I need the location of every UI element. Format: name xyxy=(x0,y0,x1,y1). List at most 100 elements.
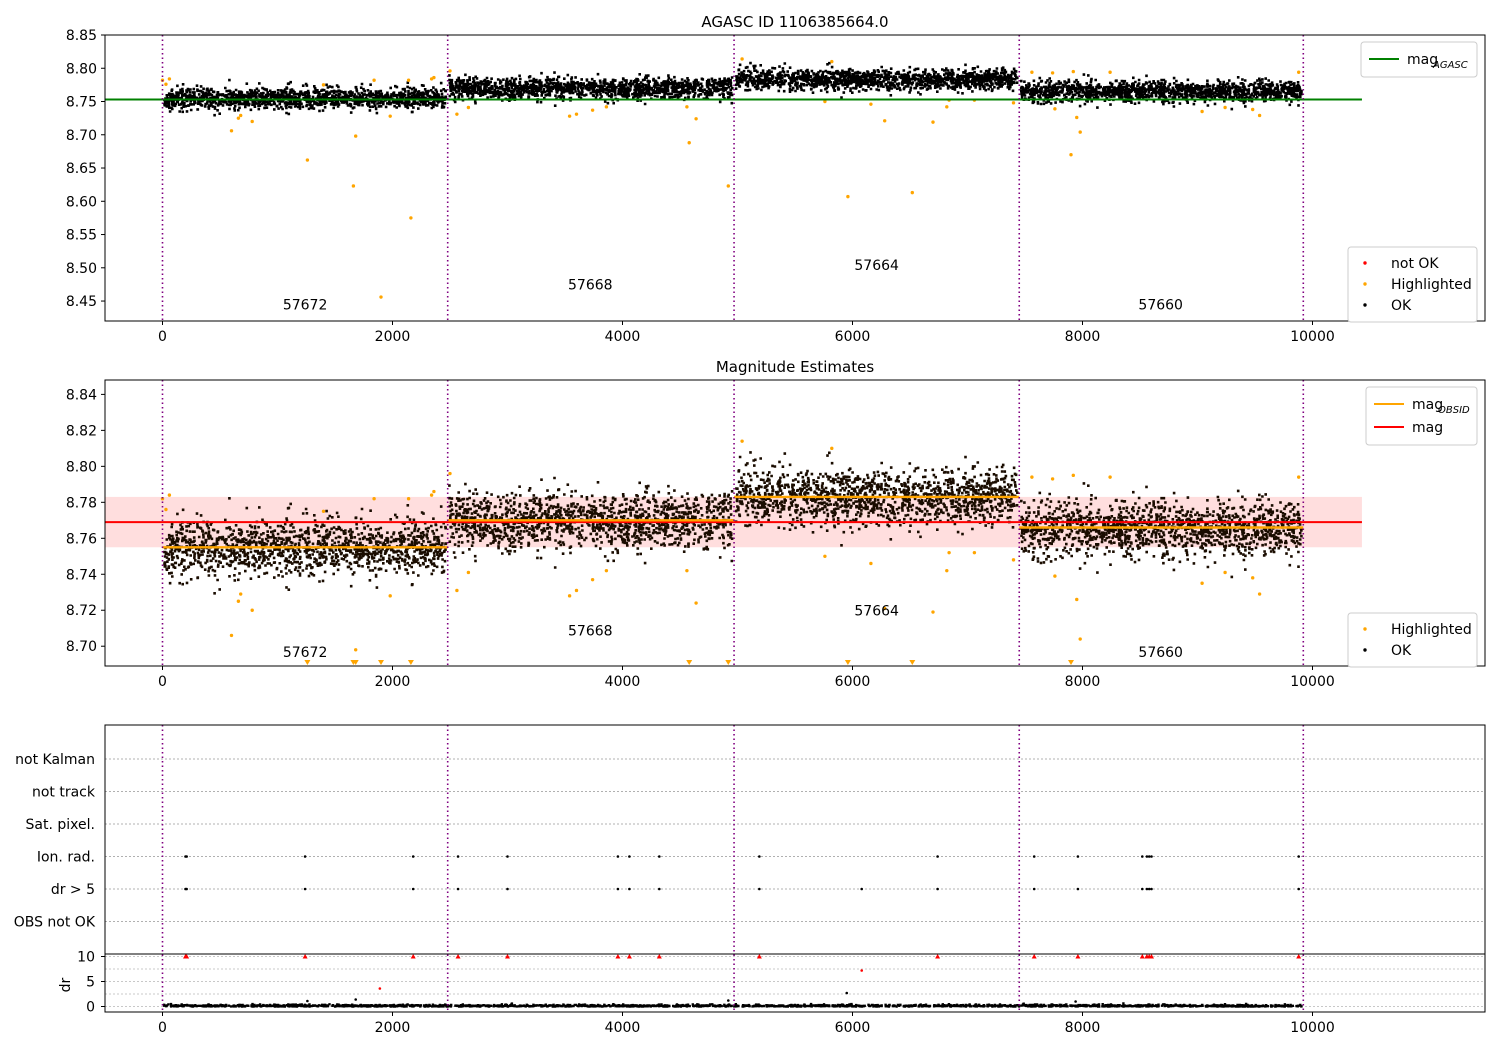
p2-highlighted-point xyxy=(823,554,827,558)
p2-highlighted-point xyxy=(229,633,234,638)
p1-y-tick-label: 8.65 xyxy=(66,161,97,177)
agasc-axes: 0 2000 4000 6000 8000 10000 8.45 8.50 8.55 8.60 8.… xyxy=(66,28,1486,345)
p1-highlighted-point xyxy=(406,78,411,82)
p2-highlighted-point xyxy=(448,471,452,476)
p3-flag-event xyxy=(1150,887,1153,891)
p1-obsid-label: 57664 xyxy=(854,258,899,274)
p2-highlighted-point xyxy=(1251,576,1255,580)
p2-frame xyxy=(104,379,1486,667)
p1-point-legend-marker xyxy=(1363,282,1367,286)
p3-dr-clipped-marker xyxy=(1031,954,1037,959)
p2-x-tick-label: 4000 xyxy=(605,674,641,690)
p3-flag-event xyxy=(1147,887,1151,891)
p2-x-tick-label: 2000 xyxy=(375,674,411,690)
p1-obsid-label: 57672 xyxy=(283,298,328,314)
p3-dr-clipped-marker xyxy=(1139,954,1145,959)
p1-highlighted-point xyxy=(1050,71,1055,75)
p1-y-tick-label: 8.85 xyxy=(66,28,97,44)
p3-dr-clipped-marker xyxy=(302,954,308,959)
p3-x-tick-label: 8000 xyxy=(1065,1020,1101,1036)
p1-highlighted-point xyxy=(321,83,326,87)
p3-dr-clipped-marker xyxy=(505,954,510,959)
p2-highlighted-point xyxy=(250,608,254,612)
flags-axes: not Kalman not track Sat. pixel. Ion. rad. d… xyxy=(14,724,1486,1036)
p3-dr-point xyxy=(306,999,309,1003)
p1-highlighted-point xyxy=(1069,153,1073,157)
p2-highlighted-point xyxy=(1200,581,1204,585)
p3-flag-event xyxy=(185,887,188,891)
p1-highlighted-point xyxy=(250,119,254,124)
p2-highlighted-point xyxy=(466,570,471,575)
p1-point-legend-marker xyxy=(1363,303,1367,307)
p1-highlighted-point xyxy=(379,295,383,299)
p1-highlighted-point xyxy=(823,99,827,104)
p1-point-legend-box xyxy=(1347,246,1478,323)
p3-x-tick-label: 0 xyxy=(158,1020,167,1036)
p3-flag-label: OBS not OK xyxy=(14,915,96,931)
p2-point-legend-label: Highlighted xyxy=(1391,622,1472,638)
p2-highlighted-point xyxy=(1053,574,1057,578)
p1-obsid-label: 57668 xyxy=(568,278,613,294)
p1-highlighted-point xyxy=(726,184,730,188)
p1-frame xyxy=(104,34,1486,322)
p2-highlighted-point xyxy=(567,594,572,598)
p3-dr-axis-label: dr xyxy=(58,977,74,992)
p3-x-tick-label: 6000 xyxy=(835,1020,871,1036)
p3-flag-event xyxy=(303,887,307,891)
p2-y-tick-label: 8.72 xyxy=(66,603,97,619)
p2-highlighted-point xyxy=(1030,475,1034,479)
p2-highlighted-point xyxy=(604,568,609,573)
p3-dr-point xyxy=(378,987,382,990)
p1-x-tick-label: 2000 xyxy=(375,329,411,345)
p2-highlighted-point xyxy=(239,592,243,596)
p2-line-legend-label: mag xyxy=(1412,397,1443,413)
p3-dr-ok-points xyxy=(162,1002,1303,1008)
p2-highlighted-point xyxy=(883,606,887,611)
p1-highlighted-point xyxy=(305,158,310,162)
p1-line-legend-label: mag xyxy=(1407,52,1438,68)
p2-highlighted-point xyxy=(372,497,376,501)
p2-highlighted-point xyxy=(1297,475,1301,479)
p3-flag-event xyxy=(1297,887,1300,891)
p2-obsid-label: 57668 xyxy=(568,623,613,639)
p3-dr-point xyxy=(845,991,849,995)
p1-highlighted-point xyxy=(1223,105,1227,110)
p1-highlighted-point xyxy=(1075,115,1079,120)
p2-highlighted-point xyxy=(574,588,579,593)
p2-highlighted-point xyxy=(406,497,411,501)
p3-dr-point xyxy=(354,998,358,1001)
p3-dr-clipped-marker xyxy=(615,954,621,959)
p2-highlighted-point xyxy=(164,507,168,512)
p2-y-tick-label: 8.78 xyxy=(66,495,97,511)
p1-highlighted-point xyxy=(846,194,850,199)
p2-highlighted-point xyxy=(1075,597,1079,602)
p1-highlighted-point xyxy=(409,216,413,220)
p3-dr-point xyxy=(1074,1000,1077,1003)
p1-highlighted-point xyxy=(388,114,392,118)
p1-highlighted-point xyxy=(931,120,935,124)
p2-highlighted-point xyxy=(429,493,434,497)
p1-line-legend-subscript: AGASC xyxy=(1432,60,1468,71)
p3-flag-event xyxy=(506,855,509,858)
p1-y-tick-label: 8.80 xyxy=(66,61,97,77)
p2-y-tick-label: 8.76 xyxy=(66,531,97,547)
p1-obsid-label: 57660 xyxy=(1138,298,1183,314)
p1-highlighted-point xyxy=(455,112,459,116)
p3-flag-label: not track xyxy=(32,785,96,801)
p1-highlighted-point xyxy=(1257,113,1262,118)
p1-highlighted-point xyxy=(1297,70,1301,74)
p1-highlighted-point xyxy=(239,113,243,118)
p3-x-tick-label: 4000 xyxy=(605,1020,641,1036)
agasc-data: 57672 57668 57664 57660 xyxy=(105,35,1362,321)
p1-highlighted-point xyxy=(590,108,595,112)
p3-flag-event xyxy=(506,887,509,891)
p2-highlighted-point xyxy=(694,601,698,605)
p3-flag-event xyxy=(616,887,620,891)
p1-x-tick-label: 0 xyxy=(158,329,167,345)
p2-x-tick-label: 0 xyxy=(158,674,167,690)
p3-dr-point xyxy=(727,999,730,1002)
p3-flag-event xyxy=(456,887,460,891)
p2-highlighted-point xyxy=(830,446,834,451)
p2-y-tick-label: 8.74 xyxy=(66,567,97,583)
